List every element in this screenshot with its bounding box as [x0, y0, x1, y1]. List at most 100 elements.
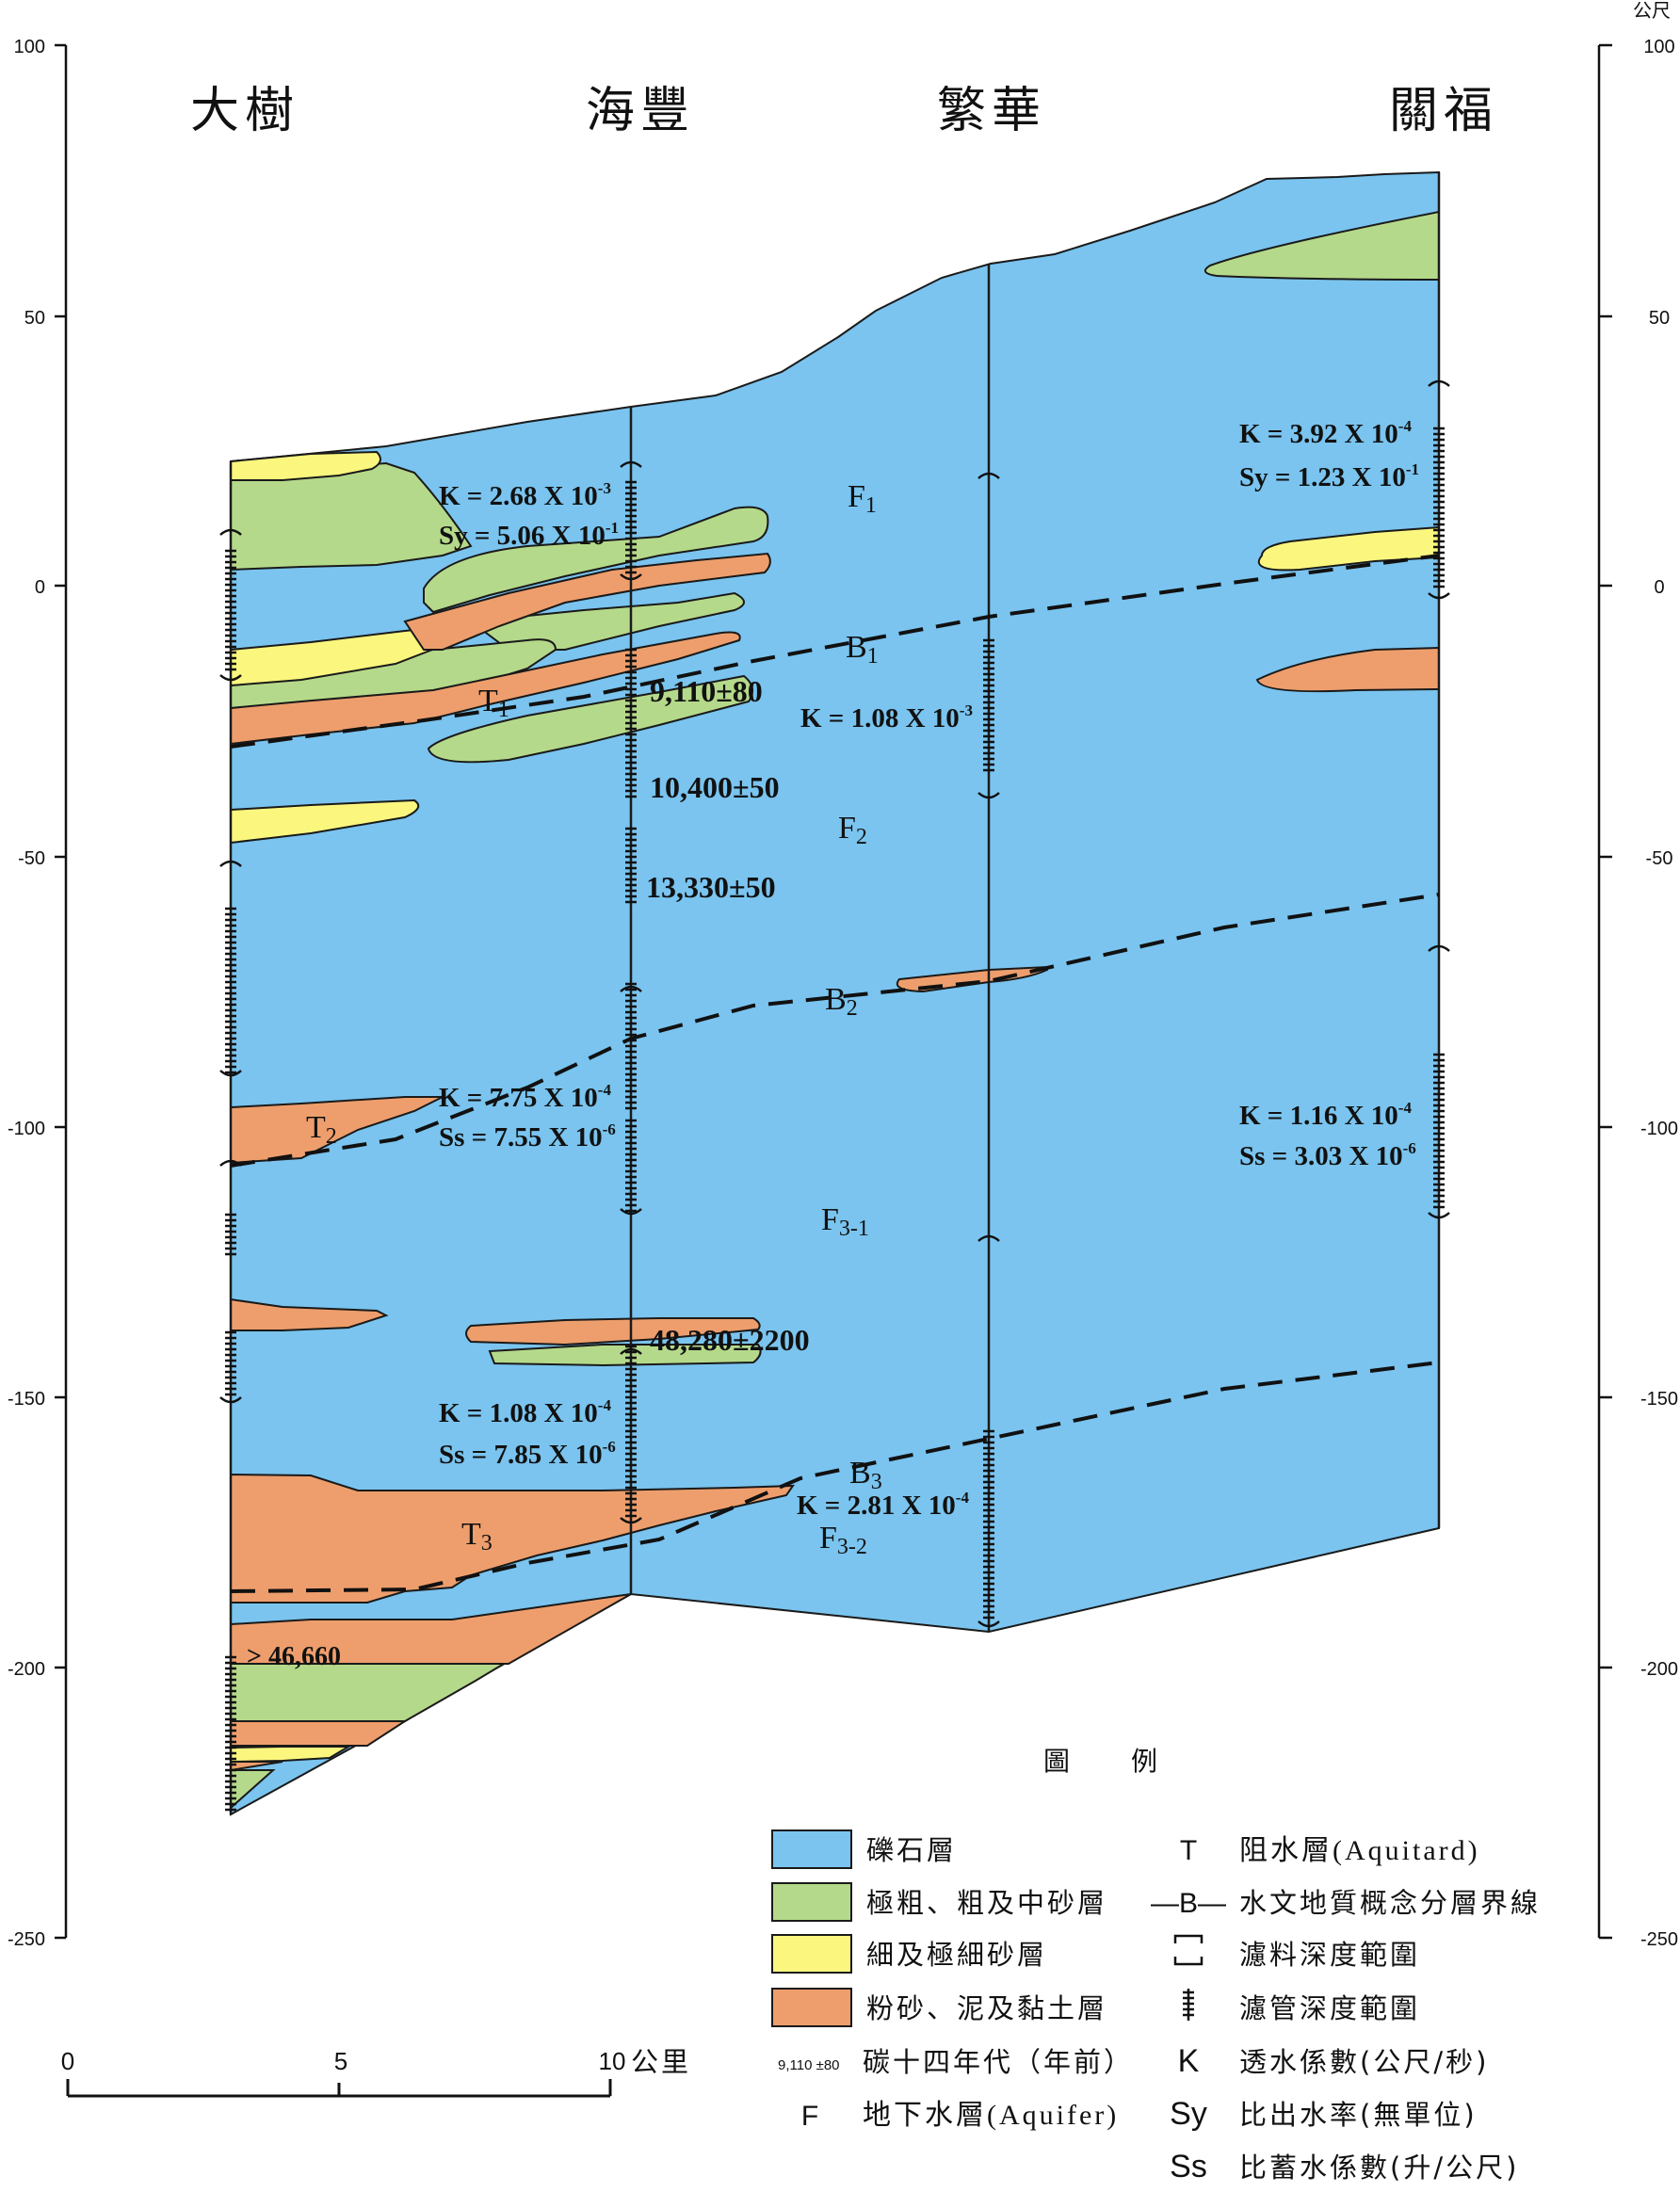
- label-b1: B1: [846, 630, 879, 669]
- param-guanfu-mid-ss: Ss = 3.03 X 10-6: [1239, 1139, 1416, 1171]
- date-label: 10,400±50: [650, 770, 780, 804]
- scale-bar: 0 5 10 公里: [61, 2046, 691, 2098]
- right-tick-label: -50: [1646, 848, 1673, 869]
- legend-screen-icon: [1183, 1989, 1194, 2021]
- filter-bracket: [620, 985, 642, 1216]
- param-fanhua-low-k: K = 2.81 X 10-4: [797, 1489, 969, 1521]
- filter-bracket: [1428, 379, 1450, 600]
- param-haifeng-top-k: K = 2.68 X 10-3: [439, 479, 611, 511]
- legend-swatch-coarse-sand: [771, 1882, 852, 1922]
- legend-sy-label: 比出水率(無單位): [1239, 2099, 1478, 2131]
- legend-sy-symbol: Sy: [1170, 2096, 1207, 2132]
- legend-aquifer-label: 地下水層(Aquifer): [863, 2100, 1119, 2131]
- legend-label-silt-clay: 粉砂、泥及黏土層: [866, 1992, 1107, 2024]
- legend-aquitard-symbol: T: [1180, 1835, 1197, 1866]
- param-haifeng-low-ss: Ss = 7.85 X 10-6: [439, 1438, 616, 1470]
- date-label: 9,110±80: [650, 674, 763, 708]
- legend-aquitard-label: 阻水層(Aquitard): [1239, 1835, 1480, 1866]
- date-label: 13,330±50: [646, 870, 776, 904]
- right-tick-label: 0: [1654, 577, 1664, 598]
- param-haifeng-low-k: K = 1.08 X 10-4: [439, 1396, 611, 1428]
- station-fanhua: 繁華: [937, 83, 1046, 139]
- right-tick-label: -200: [1640, 1659, 1678, 1680]
- legend: 圖 例 礫石層 極粗、粗及中砂層 細及極細砂層 粉砂、泥及黏土層 9,110 ±…: [771, 1746, 1538, 2184]
- left-tick-label: 50: [24, 308, 45, 329]
- filter-bracket: [219, 860, 242, 1077]
- param-guanfu-top-sy: Sy = 1.23 X 10-1: [1239, 460, 1419, 492]
- label-t3: T3: [461, 1517, 493, 1555]
- legend-k-label: 透水係數(公尺/秒): [1239, 2046, 1489, 2078]
- param-guanfu-top-k: K = 3.92 X 10-4: [1239, 417, 1412, 449]
- left-tick-label: 100: [14, 37, 45, 57]
- station-haifeng: 海豐: [586, 83, 695, 139]
- legend-date-label: 碳十四年代（年前）: [863, 2046, 1134, 2078]
- left-depth-axis: [55, 43, 68, 1940]
- filter-bracket: [219, 528, 242, 682]
- station-dashu: 大樹: [190, 83, 299, 139]
- right-tick-labels: 100 50 0 -50 -100 -150 -200 -250: [1640, 37, 1678, 1950]
- param-guanfu-mid-k: K = 1.16 X 10-4: [1239, 1099, 1412, 1131]
- coarse-sand-layers: [230, 210, 1440, 1811]
- silt-clay-layers: [230, 552, 1440, 1772]
- legend-boundary-symbol: —B—: [1151, 1888, 1226, 1919]
- station-titles: 大樹 海豐 繁華 關福: [190, 83, 1493, 139]
- label-f3-2: F3-2: [819, 1521, 867, 1559]
- param-haifeng-mid-ss: Ss = 7.55 X 10-6: [439, 1120, 616, 1152]
- left-tick-label: 0: [35, 577, 45, 598]
- conceptual-boundaries: [230, 554, 1440, 1593]
- right-depth-axis: [1597, 43, 1612, 1940]
- legend-swatch-gravel: [771, 1829, 852, 1869]
- filter-bracket: [620, 460, 642, 581]
- legend-ss-label: 比蓄水係數(升/公尺): [1239, 2152, 1519, 2184]
- right-tick-label: 100: [1643, 37, 1674, 57]
- filter-bracket: [620, 1347, 642, 1524]
- left-tick-label: -50: [18, 848, 45, 869]
- boundary-b3: [230, 1361, 1440, 1593]
- scale-tick-label: 0: [61, 2047, 74, 2075]
- filter-bracket: [1428, 944, 1450, 1219]
- legend-label-fine-sand: 細及極細砂層: [866, 1939, 1047, 1971]
- left-tick-label: -150: [8, 1389, 45, 1410]
- label-f2: F2: [838, 811, 867, 849]
- label-b2: B2: [825, 982, 858, 1021]
- label-t1: T1: [478, 684, 509, 722]
- legend-label-coarse-sand: 極粗、粗及中砂層: [866, 1887, 1107, 1919]
- label-f1: F1: [848, 479, 877, 518]
- legend-date-example: 9,110 ±80: [778, 2057, 840, 2073]
- legend-label-gravel: 礫石層: [866, 1834, 957, 1866]
- legend-k-symbol: K: [1178, 2043, 1200, 2079]
- scale-tick-label: 10: [599, 2047, 626, 2075]
- well-screens: [219, 379, 1450, 1812]
- left-tick-label: -100: [8, 1119, 45, 1139]
- scale-unit: 公里: [631, 2046, 691, 2078]
- left-tick-label: -200: [8, 1659, 45, 1680]
- legend-title: 圖 例: [1043, 1746, 1160, 1777]
- boundary-b1: [230, 554, 1440, 749]
- date-label: > 46,660: [247, 1642, 341, 1671]
- filter-bracket: [977, 472, 1000, 799]
- c14-dates: 9,110±80 10,400±50 13,330±50 48,280±2200…: [247, 674, 810, 1671]
- filter-bracket: [977, 1234, 1000, 1628]
- hydraulic-parameters: K = 2.68 X 10-3 Sy = 5.06 X 10-1 K = 3.9…: [439, 417, 1419, 1521]
- legend-ss-symbol: Ss: [1170, 2149, 1207, 2184]
- right-tick-label: -150: [1640, 1389, 1678, 1410]
- date-label: 48,280±2200: [650, 1323, 810, 1357]
- right-tick-label: -250: [1640, 1929, 1678, 1950]
- legend-aquifer-symbol: F: [801, 2101, 818, 2132]
- label-f3-1: F3-1: [821, 1202, 869, 1241]
- right-tick-label: -100: [1640, 1119, 1678, 1139]
- label-b3: B3: [849, 1456, 882, 1494]
- label-t2: T2: [306, 1110, 337, 1149]
- right-tick-label: 50: [1649, 308, 1670, 329]
- scale-tick-label: 5: [334, 2047, 347, 2075]
- legend-filter-label: 濾料深度範圍: [1239, 1939, 1420, 1971]
- param-fanhua-mid-k: K = 1.08 X 10-3: [800, 701, 973, 733]
- legend-filter-icon: [1173, 1934, 1203, 1966]
- left-tick-labels: 100 50 0 -50 -100 -150 -200 -250: [8, 37, 45, 1950]
- param-haifeng-mid-k: K = 7.75 X 10-4: [439, 1081, 611, 1113]
- legend-screen-label: 濾管深度範圍: [1239, 1992, 1420, 2024]
- filter-bracket: [219, 1159, 242, 1404]
- left-tick-label: -250: [8, 1929, 45, 1950]
- boundary-b2: [230, 893, 1440, 1168]
